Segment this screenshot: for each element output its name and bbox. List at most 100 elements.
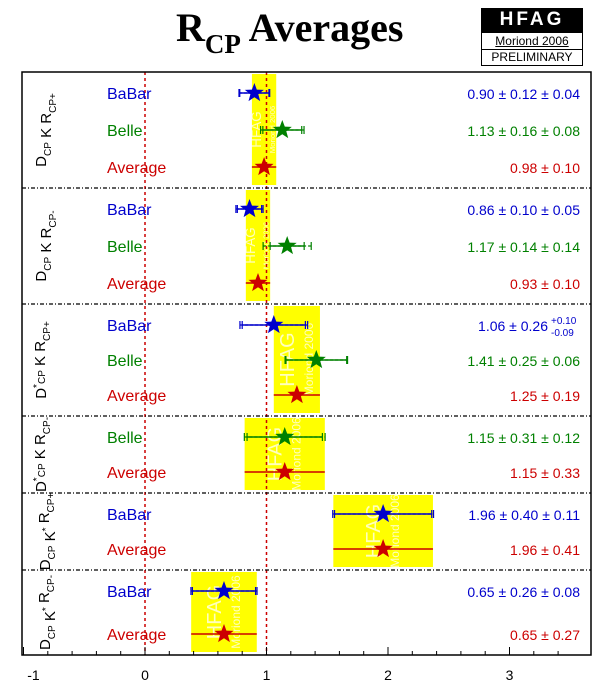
data-point-average	[214, 624, 234, 643]
data-point-belle	[275, 427, 295, 446]
data-point-average	[254, 157, 274, 176]
row-label-babar: BaBar	[107, 584, 152, 601]
group-label-part: CP	[47, 545, 58, 559]
watermark-conference: Moriond 2006	[262, 222, 271, 270]
group-label-part: K	[42, 611, 59, 625]
row-label-babar: BaBar	[107, 202, 152, 219]
watermark-hfag: HFAG	[204, 585, 226, 639]
group-label-part: CP	[37, 370, 48, 384]
value-label: 0.98 ± 0.10	[510, 160, 580, 176]
group-label-part: K R	[38, 227, 55, 256]
data-point-babar	[244, 83, 264, 102]
group-label: DCP K* RCP-	[36, 575, 59, 650]
group-label-part: D	[33, 388, 50, 399]
chart-title: RCP Averages	[176, 4, 404, 59]
value-label: 1.96 ± 0.41	[510, 542, 580, 558]
value-label-sup: +0.10	[551, 316, 577, 327]
value-label: 0.86 ± 0.10 ± 0.05	[467, 202, 580, 218]
row-label-belle: Belle	[107, 239, 143, 256]
group-label-part: CP+	[46, 493, 57, 513]
data-point-average	[287, 385, 307, 404]
x-tick-label: 2	[384, 667, 392, 683]
group-label-part: K R	[32, 341, 49, 370]
row-label-average: Average	[107, 388, 166, 405]
value-label: 1.06 ± 0.26	[478, 318, 548, 334]
value-label: 1.17 ± 0.14 ± 0.14	[467, 239, 580, 255]
value-label: 1.15 ± 0.31 ± 0.12	[467, 430, 580, 446]
data-point-average	[275, 462, 295, 481]
group-label: DCP K* RCP+	[36, 493, 59, 571]
group-label: DCP K RCP+	[33, 93, 59, 167]
row-label-babar: BaBar	[107, 507, 152, 524]
group-label: D*CP K RCP+	[32, 321, 53, 399]
value-label: 0.65 ± 0.26 ± 0.08	[467, 584, 580, 600]
row-label-belle: Belle	[107, 353, 143, 370]
watermark-conference: Moriond 2006	[388, 494, 402, 568]
x-tick-label: -1	[27, 667, 40, 683]
group-label-part: *	[41, 607, 52, 611]
value-label: 1.96 ± 0.40 ± 0.11	[468, 507, 580, 523]
data-point-babar	[240, 199, 259, 218]
group-label-part: R	[36, 512, 53, 527]
row-label-average: Average	[107, 160, 166, 177]
value-label: 0.65 ± 0.27	[510, 627, 580, 643]
group-label-part: CP-	[48, 210, 59, 227]
group-label-part: CP	[47, 625, 58, 639]
value-label: 1.41 ± 0.25 ± 0.06	[467, 353, 580, 369]
chart-title-rest: Averages	[240, 5, 404, 50]
hfag-badge-conference: Moriond 2006	[481, 32, 583, 49]
group-label-part: K	[42, 531, 59, 545]
row-label-babar: BaBar	[107, 86, 152, 103]
group-label-part: *	[41, 527, 52, 531]
group-label-part: R	[36, 592, 53, 607]
watermark-conference: Moriond 2006	[229, 575, 243, 649]
group-label-part: K R	[38, 113, 55, 142]
group-label-part: CP	[43, 257, 54, 271]
group-label-part: D	[33, 271, 50, 282]
plot-frame	[21, 71, 592, 656]
chart-title-subscript: CP	[204, 29, 241, 59]
x-tick-label: 1	[263, 667, 271, 683]
group-label-part: *	[32, 477, 43, 481]
value-label-sub: -0.09	[551, 328, 574, 339]
row-label-babar: BaBar	[107, 318, 152, 335]
value-label: 1.15 ± 0.33	[510, 465, 580, 481]
row-label-average: Average	[107, 542, 166, 559]
value-label: 1.13 ± 0.16 ± 0.08	[467, 123, 580, 139]
row-label-belle: Belle	[107, 430, 143, 447]
data-point-average	[248, 273, 268, 292]
data-point-belle	[272, 120, 292, 139]
group-label-part: CP-	[46, 575, 57, 592]
data-point-belle	[306, 350, 326, 369]
group-label-part: D	[33, 156, 50, 167]
group-label-part: D	[37, 639, 54, 650]
watermark-hfag: HFAG	[243, 227, 258, 263]
hfag-badge-name: HFAG	[481, 8, 583, 32]
x-tick-label: 3	[506, 667, 514, 683]
group-label-part: *	[32, 384, 43, 388]
group-label-part: CP+	[48, 93, 59, 113]
value-label: 1.25 ± 0.19	[510, 388, 580, 404]
group-label-part: K R	[32, 434, 49, 463]
group-label: DCP K RCP-	[33, 210, 59, 281]
row-label-average: Average	[107, 465, 166, 482]
band-watermark: HFAG Moriond 2006	[243, 222, 271, 270]
value-label: 0.93 ± 0.10	[510, 276, 580, 292]
group-label-part: CP	[43, 142, 54, 156]
chart-title-r: R	[176, 5, 205, 50]
group-label-part: CP	[37, 463, 48, 477]
hfag-badge: HFAG Moriond 2006 PRELIMINARY	[481, 8, 583, 66]
data-point-babar	[214, 581, 234, 600]
group-label-part: CP-	[42, 417, 53, 434]
group-label: D*CP K RCP-	[32, 417, 53, 492]
data-point-average	[373, 539, 393, 558]
watermark-hfag: HFAG	[249, 111, 264, 147]
data-point-babar	[264, 315, 284, 334]
data-point-belle	[277, 236, 297, 255]
data-point-babar	[373, 504, 393, 523]
row-label-average: Average	[107, 627, 166, 644]
